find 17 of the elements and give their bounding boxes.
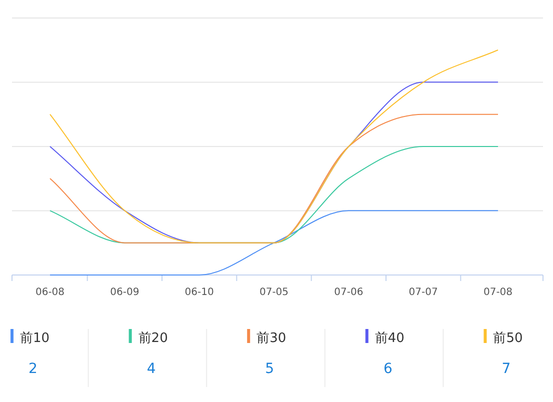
legend-label: 前40: [374, 331, 404, 346]
text: 6: [383, 361, 392, 377]
x-tick-label: 06-10: [184, 287, 214, 298]
legend-label: 前50: [493, 331, 523, 346]
legend-label: 前10: [20, 331, 50, 346]
legend-label: 前30: [256, 331, 286, 346]
text: 7: [502, 361, 511, 377]
x-tick-label: 07-06: [334, 287, 364, 298]
x-tick-label: 07-07: [408, 287, 438, 298]
x-tick-label: 07-08: [483, 287, 513, 298]
text: 2: [28, 361, 38, 377]
x-tick-label: 07-05: [259, 287, 289, 298]
x-tick-label: 06-09: [110, 287, 140, 298]
legend-label: 前20: [138, 331, 168, 346]
text: 5: [265, 361, 274, 377]
text: 4: [146, 361, 156, 377]
x-tick-label: 06-08: [35, 287, 65, 298]
